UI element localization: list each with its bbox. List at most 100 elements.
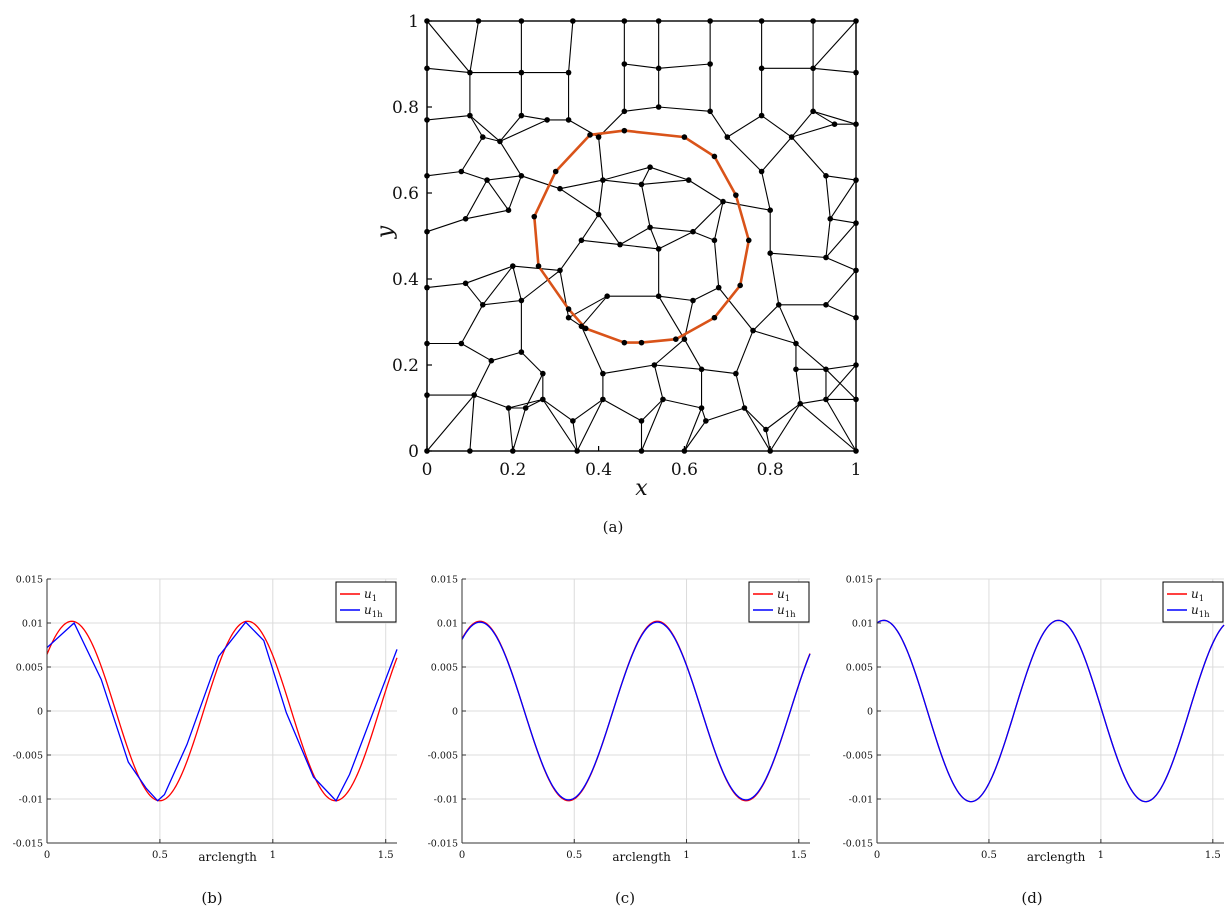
mesh-edge [825,368,857,400]
mesh-edge [465,209,509,220]
interface-node [552,168,559,175]
mesh-node [758,18,765,24]
y-tick-label: 0 [37,707,43,718]
interface-node [673,336,679,343]
x-tick-label: 0.6 [671,460,698,480]
mesh-node [565,314,572,321]
mesh-edge [692,287,719,301]
mesh-edge [658,231,694,250]
mesh-node [424,392,430,398]
x-tick-label: 0.5 [981,850,997,861]
mesh-edge [649,166,689,181]
mesh-edge [473,360,492,396]
mesh-edge [486,179,509,211]
mesh-edge [568,20,574,73]
interface-node [711,314,718,321]
mesh-node [458,168,465,175]
mesh-edge [624,63,659,69]
mesh-edge [580,326,604,374]
mesh-node [557,267,563,274]
mesh-edge [692,201,724,233]
mesh-edge [426,67,470,74]
mesh-edge [619,226,651,246]
mesh-edge [469,115,501,142]
mesh-edge [465,179,488,220]
mesh-edge [752,330,797,345]
mesh-edge [829,179,857,220]
mesh-node [595,134,602,140]
legend-label-base: u [777,603,785,617]
x-tick-label: 1.5 [1205,850,1221,861]
mesh-edge [465,282,484,306]
mesh-edge [460,136,484,172]
mesh-edge [722,201,771,211]
mesh-node [758,168,765,175]
y-tick-label: 0.01 [437,619,458,630]
mesh-node [479,302,486,308]
legend-box [748,581,810,623]
legend-label: u1h [1191,603,1210,620]
mesh-edge [765,429,771,452]
mesh-edge [559,239,582,271]
mesh-node [831,121,838,127]
mesh-node [479,134,486,140]
mesh-edge [512,265,561,271]
mesh-node [557,185,563,192]
y-tick-label: 0.01 [22,619,43,630]
x-tick-label: 0.4 [585,460,612,480]
mesh-node [715,284,722,291]
mesh-edge [825,270,857,306]
mesh-node [600,396,606,403]
mesh-edge [426,282,466,289]
mesh-edge [469,115,484,138]
x-tick-label: 0 [459,850,465,861]
mesh-edge [568,295,608,319]
mesh-edge [602,166,651,181]
mesh-node [570,418,576,424]
mesh-node [621,108,628,115]
legend-label: u1 [777,587,790,604]
mesh-edge [705,407,745,422]
mesh-edge [598,180,604,215]
mesh-edge [654,364,702,370]
legend-label: u1 [1191,587,1204,604]
mesh-edge [640,399,664,452]
mesh-edge [713,201,724,241]
x-tick-label: 0 [874,850,880,861]
caption-a: (a) [603,518,624,536]
x-tick-label: 1 [1098,850,1104,861]
mesh-node [578,237,585,244]
mesh-node [763,426,769,433]
x-tick-label: 0.2 [499,460,526,480]
mesh-edge [825,304,857,319]
mesh-node [424,173,430,179]
mesh-edge [765,403,801,430]
series-line-u1h [46,621,398,802]
y-tick-label: 0.2 [392,356,419,376]
mesh-edge [825,256,857,271]
mesh-edge [799,403,857,452]
mesh-edge [761,115,792,138]
y-tick-label: 0.015 [846,575,873,586]
mesh-edge [598,214,621,245]
mesh-node [484,177,490,183]
x-tick-label: 0.5 [152,850,168,861]
mesh-edge [491,351,522,362]
interface-node [531,213,538,220]
mesh-edge [743,407,771,452]
mesh-edge [507,175,522,211]
mesh-edge [692,231,715,241]
mesh-node [767,207,773,213]
mesh-node [797,400,804,407]
legend-box [1162,581,1224,623]
mesh-node [570,18,576,24]
mesh-edge [576,399,604,452]
mesh-edge [581,295,608,327]
mesh-edge [461,343,492,362]
mesh-edge [825,218,831,258]
mesh-node [853,362,859,368]
mesh-edge [709,110,728,138]
mesh-edge [473,394,509,409]
mesh-edge [521,115,548,121]
